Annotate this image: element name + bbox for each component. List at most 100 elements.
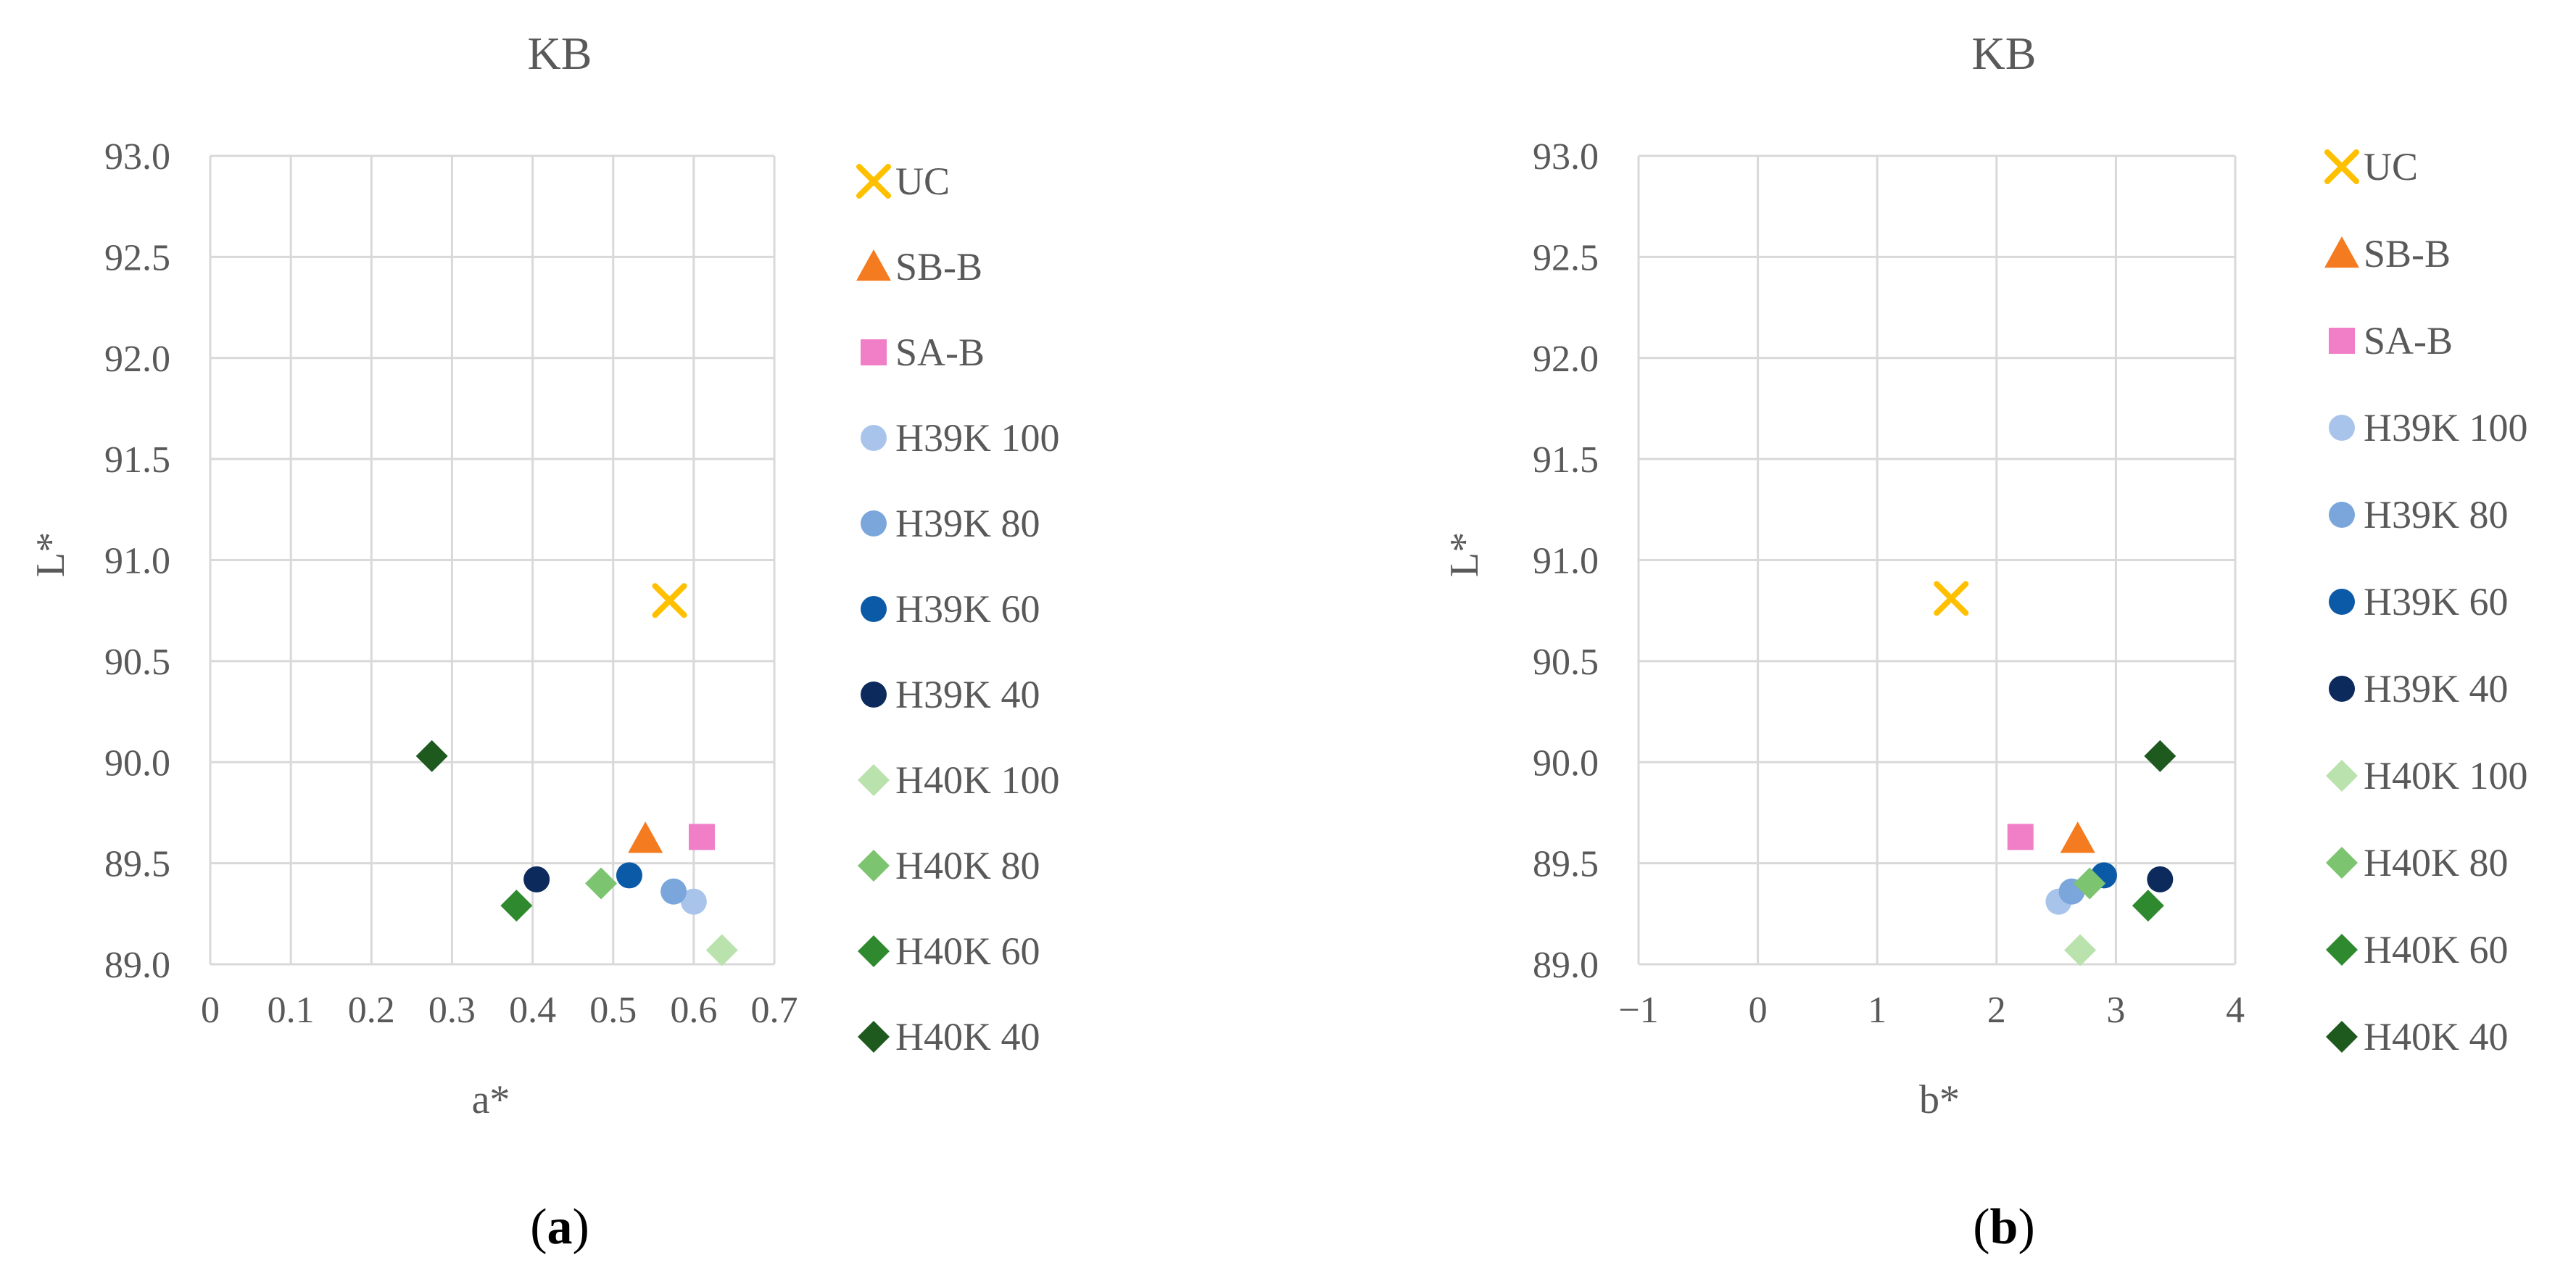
x-tick-label: 0.7 bbox=[751, 990, 798, 1031]
x-tick-label: 2 bbox=[1987, 990, 2006, 1031]
panel-label-letter: a bbox=[547, 1199, 573, 1255]
legend-label: H40K 40 bbox=[895, 1015, 1040, 1059]
legend-item: H39K 80 bbox=[2329, 493, 2509, 537]
chart-b: KB L* b* −1 0 1 2 3 4 89.0 89.5 90.0 90.5 91.0 91.5… bbox=[1442, 28, 2528, 1255]
legend-marker bbox=[858, 1021, 890, 1053]
legend-marker bbox=[861, 596, 887, 622]
legend-label: UC bbox=[2364, 145, 2418, 189]
y-tick-label: 90.0 bbox=[1533, 742, 1599, 784]
legend-item: UC bbox=[2324, 145, 2418, 189]
y-tick-label: 90.5 bbox=[1533, 642, 1599, 683]
y-tick-label: 92.5 bbox=[104, 237, 170, 278]
y-tick-label: 89.5 bbox=[1533, 844, 1599, 885]
legend-item: H39K 40 bbox=[2329, 667, 2509, 711]
legend-marker bbox=[2326, 934, 2358, 966]
legend-marker bbox=[858, 850, 890, 882]
y-tick-label: 92.5 bbox=[1533, 237, 1599, 278]
legend-marker bbox=[856, 164, 891, 199]
legend-item: H40K 60 bbox=[2326, 928, 2509, 972]
y-tick-label: 91.5 bbox=[1533, 439, 1599, 481]
y-tick-label: 93.0 bbox=[1533, 136, 1599, 178]
x-tick-label: 3 bbox=[2106, 990, 2125, 1031]
legend-item: H40K 80 bbox=[858, 844, 1040, 887]
legend-marker bbox=[2329, 589, 2355, 615]
legend-item: SB-B bbox=[2324, 232, 2451, 276]
legend-item: SA-B bbox=[861, 331, 985, 374]
y-tick-label: 89.0 bbox=[1533, 945, 1599, 986]
data-point bbox=[523, 866, 550, 892]
data-point bbox=[2144, 740, 2177, 772]
legend-label: UC bbox=[895, 160, 950, 203]
legend-marker bbox=[2326, 1021, 2358, 1053]
legend-marker bbox=[2326, 847, 2358, 879]
legend-label: H39K 80 bbox=[2364, 493, 2509, 537]
legend-item: H40K 100 bbox=[858, 758, 1060, 802]
data-point bbox=[2064, 934, 2097, 966]
legend-label: H40K 80 bbox=[895, 844, 1040, 887]
legend-label: H39K 60 bbox=[2364, 580, 2509, 624]
y-axis-title: L* bbox=[1442, 532, 1487, 577]
data-point bbox=[2074, 867, 2106, 900]
y-tick-label: 91.0 bbox=[104, 541, 170, 582]
legend-marker bbox=[2324, 236, 2359, 268]
data-point bbox=[680, 888, 707, 915]
legend-label: H40K 40 bbox=[2364, 1015, 2509, 1059]
x-tick-label: 0.6 bbox=[670, 990, 717, 1031]
legend-item: H40K 40 bbox=[2326, 1015, 2509, 1059]
y-tick-label: 89.5 bbox=[104, 844, 170, 885]
legend-label: H39K 40 bbox=[2364, 667, 2509, 711]
x-tick-label: −1 bbox=[1618, 990, 1658, 1031]
x-axis-title: a* bbox=[472, 1077, 510, 1122]
legend-label: H40K 100 bbox=[2364, 754, 2528, 798]
legend-marker bbox=[861, 682, 887, 708]
legend-label: H39K 80 bbox=[895, 502, 1040, 545]
panel-label-letter: b bbox=[1990, 1199, 2018, 1255]
legend-marker bbox=[2329, 676, 2355, 702]
chart-a: KB L* a* 0 0.1 0.2 0.3 0.4 0.5 0.6 0.7 89.0 89.5 9… bbox=[28, 28, 1060, 1255]
plot-area: 0 0.1 0.2 0.3 0.4 0.5 0.6 0.7 89.0 89.5 90.0 90.5 91… bbox=[104, 136, 798, 1031]
y-axis-title: L* bbox=[28, 532, 73, 577]
data-point bbox=[2007, 824, 2034, 850]
data-point bbox=[616, 862, 642, 889]
data-point bbox=[500, 890, 533, 922]
y-tick-label: 92.0 bbox=[1533, 339, 1599, 380]
y-tick-label: 91.5 bbox=[104, 439, 170, 481]
x-tick-label: 0.2 bbox=[348, 990, 395, 1031]
x-tick-label: 0.1 bbox=[268, 990, 315, 1031]
data-point bbox=[415, 740, 448, 772]
legend-label: SB-B bbox=[895, 245, 982, 289]
data-point bbox=[660, 878, 687, 905]
legend-label: SB-B bbox=[2364, 232, 2451, 276]
legend-item: H40K 80 bbox=[2326, 841, 2509, 885]
legend-item: H39K 60 bbox=[861, 587, 1040, 631]
x-tick-label: 0 bbox=[1749, 990, 1768, 1031]
x-tick-label: 0.3 bbox=[428, 990, 476, 1031]
data-point bbox=[628, 821, 663, 853]
panel-label: (a) bbox=[530, 1199, 589, 1255]
legend-marker bbox=[2329, 502, 2355, 528]
data-point bbox=[705, 934, 738, 966]
legend-label: H40K 100 bbox=[895, 758, 1060, 802]
x-tick-label: 0 bbox=[201, 990, 220, 1031]
legend: UC SB-B SA-B H39K 100 H39K 80 H39K 60 H39K 40 H… bbox=[856, 160, 1060, 1059]
legend-item: H39K 40 bbox=[861, 673, 1040, 716]
legend-item: H40K 100 bbox=[2326, 754, 2528, 798]
legend-item: UC bbox=[856, 160, 950, 203]
y-tick-label: 91.0 bbox=[1533, 541, 1599, 582]
legend-item: H39K 80 bbox=[861, 502, 1040, 545]
legend-item: H39K 100 bbox=[2329, 406, 2528, 450]
legend-marker bbox=[861, 339, 887, 365]
data-point bbox=[585, 867, 618, 900]
legend-label: H39K 40 bbox=[895, 673, 1040, 716]
legend-marker bbox=[2324, 149, 2359, 184]
data-point bbox=[2060, 821, 2095, 853]
data-point bbox=[652, 583, 687, 618]
legend-item: H39K 100 bbox=[861, 416, 1060, 460]
data-point bbox=[1934, 581, 1969, 616]
x-tick-label: 0.5 bbox=[589, 990, 637, 1031]
legend: UC SB-B SA-B H39K 100 H39K 80 H39K 60 H39K 40 H… bbox=[2324, 145, 2528, 1059]
x-axis-title: b* bbox=[1919, 1077, 1960, 1122]
y-tick-label: 89.0 bbox=[104, 945, 170, 986]
panel-label: (b) bbox=[1973, 1199, 2035, 1255]
legend-label: H40K 60 bbox=[2364, 928, 2509, 972]
